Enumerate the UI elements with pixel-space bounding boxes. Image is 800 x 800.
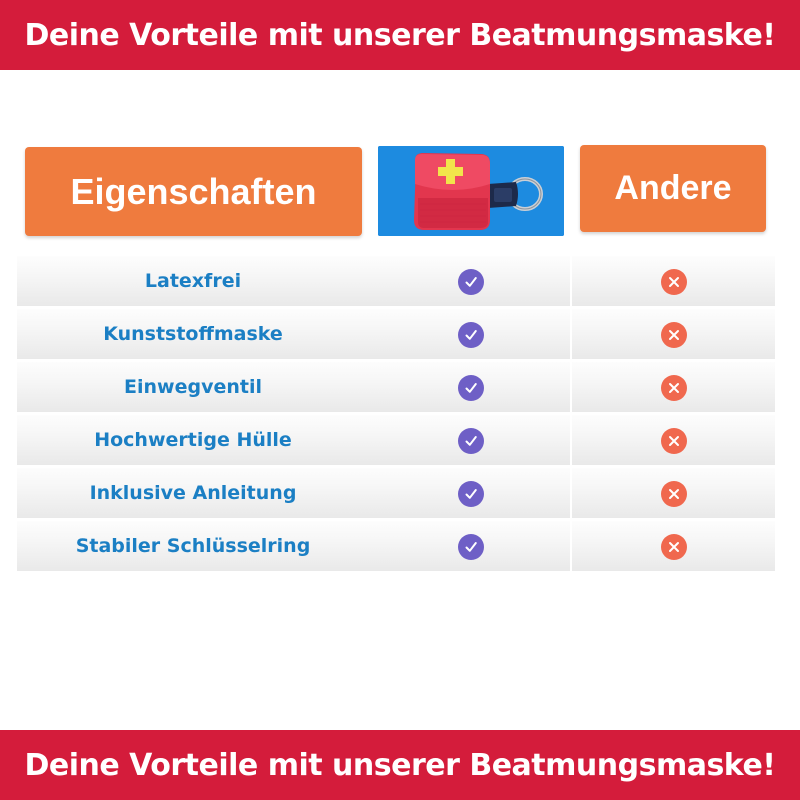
feature-row: Stabiler Schlüsselring	[17, 521, 570, 571]
header-andere-label: Andere	[614, 169, 732, 207]
cross-icon	[661, 428, 687, 454]
check-icon	[458, 375, 484, 401]
bottom-banner-text: Deine Vorteile mit unserer Beatmungsmask…	[24, 747, 776, 783]
features-column: Latexfrei Kunststoffmaske Einwegventil Hoch…	[17, 256, 570, 574]
feature-row: Einwegventil	[17, 362, 570, 412]
check-icon	[458, 322, 484, 348]
feature-row: Hochwertige Hülle	[17, 415, 570, 465]
others-row	[572, 468, 775, 518]
feature-label: Kunststoffmaske	[103, 323, 283, 345]
others-row	[572, 362, 775, 412]
check-icon	[458, 428, 484, 454]
header-andere: Andere	[580, 145, 766, 232]
check-icon	[458, 269, 484, 295]
feature-label: Hochwertige Hülle	[94, 429, 292, 451]
feature-label: Einwegventil	[124, 376, 262, 398]
feature-row: Latexfrei	[17, 256, 570, 306]
feature-label: Latexfrei	[144, 270, 242, 292]
header-eigenschaften-label: Eigenschaften	[70, 170, 317, 212]
cross-icon	[661, 534, 687, 560]
others-row	[572, 521, 775, 571]
header-eigenschaften: Eigenschaften	[25, 147, 362, 236]
cross-icon	[661, 269, 687, 295]
feature-row: Kunststoffmaske	[17, 309, 570, 359]
others-column	[572, 256, 775, 574]
bottom-banner: Deine Vorteile mit unserer Beatmungsmask…	[0, 730, 800, 800]
top-banner-text: Deine Vorteile mit unserer Beatmungsmask…	[24, 17, 776, 53]
check-icon	[458, 481, 484, 507]
others-row	[572, 309, 775, 359]
cpr-mask-pouch-icon	[378, 146, 564, 236]
product-image	[378, 146, 564, 236]
feature-row: Inklusive Anleitung	[17, 468, 570, 518]
others-row	[572, 415, 775, 465]
top-banner: Deine Vorteile mit unserer Beatmungsmask…	[0, 0, 800, 70]
cross-icon	[661, 481, 687, 507]
feature-label: Stabiler Schlüsselring	[75, 535, 311, 557]
cross-icon	[661, 375, 687, 401]
check-icon	[458, 534, 484, 560]
cross-icon	[661, 322, 687, 348]
others-row	[572, 256, 775, 306]
feature-label: Inklusive Anleitung	[89, 482, 297, 504]
